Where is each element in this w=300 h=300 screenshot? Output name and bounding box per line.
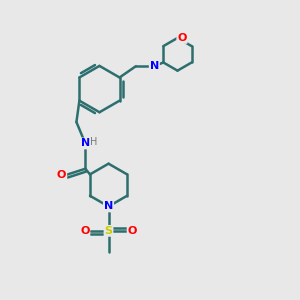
Text: O: O xyxy=(128,226,137,236)
Text: N: N xyxy=(104,202,113,212)
Text: O: O xyxy=(177,33,187,43)
Text: O: O xyxy=(80,226,89,236)
Text: N: N xyxy=(81,139,90,148)
Text: N: N xyxy=(150,61,159,71)
Text: S: S xyxy=(104,226,112,236)
Text: H: H xyxy=(90,137,97,147)
Text: O: O xyxy=(57,170,66,180)
